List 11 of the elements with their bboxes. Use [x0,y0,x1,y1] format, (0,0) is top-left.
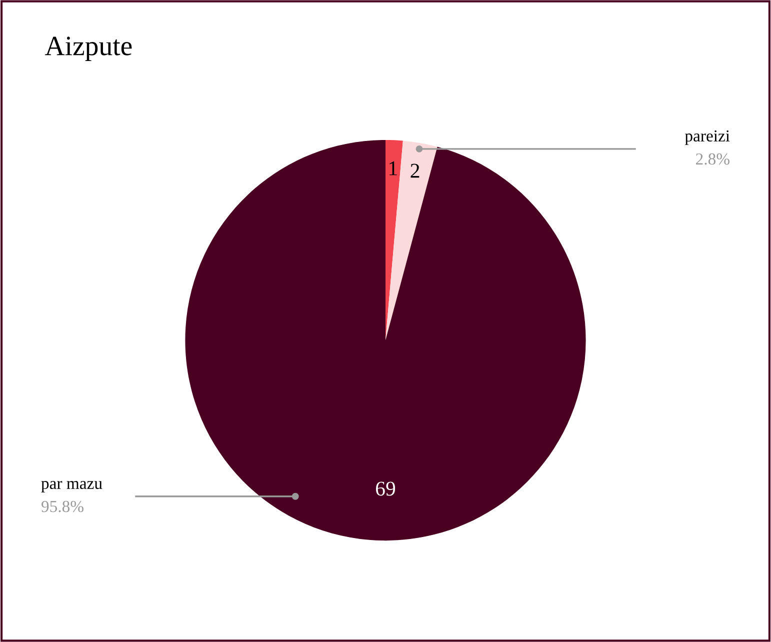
text: 95.8% [42,500,84,512]
slice-label: par mazu [41,480,102,492]
pie-slice [386,140,403,340]
pie-slice [185,140,586,541]
pie-slice [386,140,438,340]
chart-title: Aizpute [44,36,132,61]
data-label: 2 [410,164,420,178]
data-label: 69 [376,482,396,496]
data-label: 1 [390,161,397,176]
text: 2.8% [696,153,730,165]
slice-label: pareizi [684,130,730,145]
